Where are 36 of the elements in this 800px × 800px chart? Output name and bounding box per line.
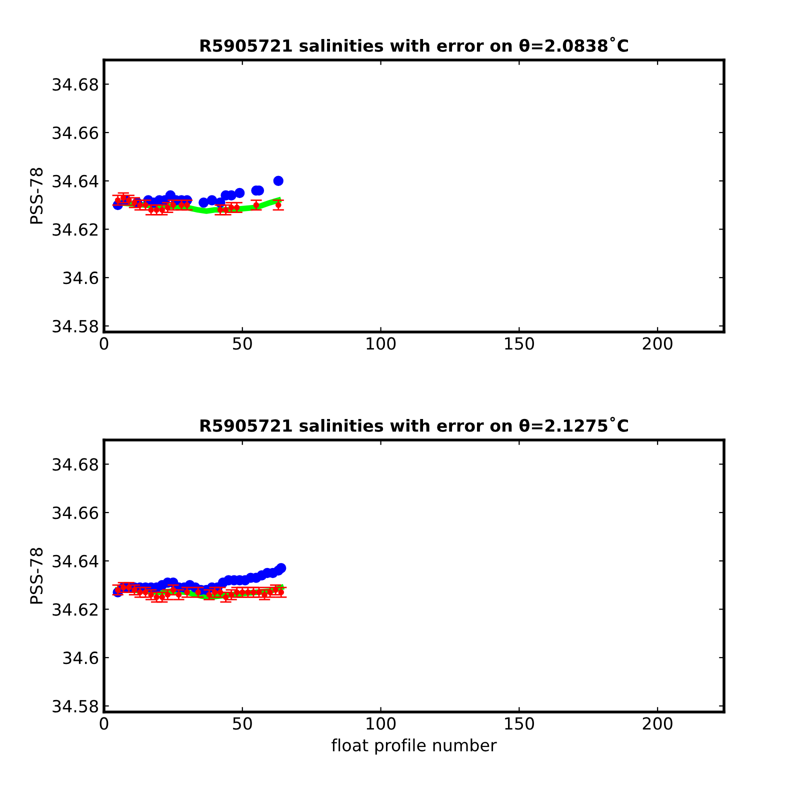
point (234, 188, 245, 198)
y-axis-title: PSS-78 (30, 168, 43, 224)
x-tick-label: 0 (100, 337, 108, 350)
point (170, 587, 176, 593)
point (276, 563, 286, 574)
y-tick-label: 34.68 (52, 458, 98, 471)
x-tick-label: 50 (233, 717, 252, 730)
x-tick-label: 50 (233, 337, 252, 350)
x-tick-label: 150 (505, 337, 534, 350)
y-tick-label: 34.58 (52, 700, 98, 713)
y-tick-label: 34.66 (52, 506, 98, 520)
x-axis-title: float profile number (332, 738, 497, 755)
chart-title: R5905721 salinities with error on θ=2.1275˚C (200, 416, 628, 432)
x-tick-label: 100 (366, 717, 396, 730)
y-tick-label: 34.64 (52, 554, 98, 568)
point (198, 198, 209, 208)
y-tick-label: 34.6 (63, 652, 98, 664)
point (253, 202, 260, 208)
point (275, 202, 282, 208)
x-tick-label: 0 (100, 717, 108, 730)
x-tick-label: 100 (366, 337, 396, 350)
point (206, 195, 218, 206)
point (176, 592, 182, 598)
y-tick-label: 34.62 (52, 603, 98, 616)
y-tick-label: 34.64 (52, 174, 98, 188)
y-tick-label: 34.6 (63, 272, 98, 284)
y-axis-title: PSS-78 (30, 548, 43, 604)
chart-title: R5905721 salinities with error on θ=2.0838˚C (200, 36, 628, 52)
y-tick-label: 34.62 (52, 223, 98, 236)
x-tick-label: 150 (505, 717, 534, 730)
y-tick-label: 34.66 (52, 126, 98, 140)
x-tick-label: 200 (642, 717, 672, 730)
point (273, 176, 284, 186)
x-tick-label: 200 (642, 337, 672, 350)
y-tick-label: 34.58 (52, 320, 98, 333)
y-tick-label: 34.68 (52, 78, 98, 91)
